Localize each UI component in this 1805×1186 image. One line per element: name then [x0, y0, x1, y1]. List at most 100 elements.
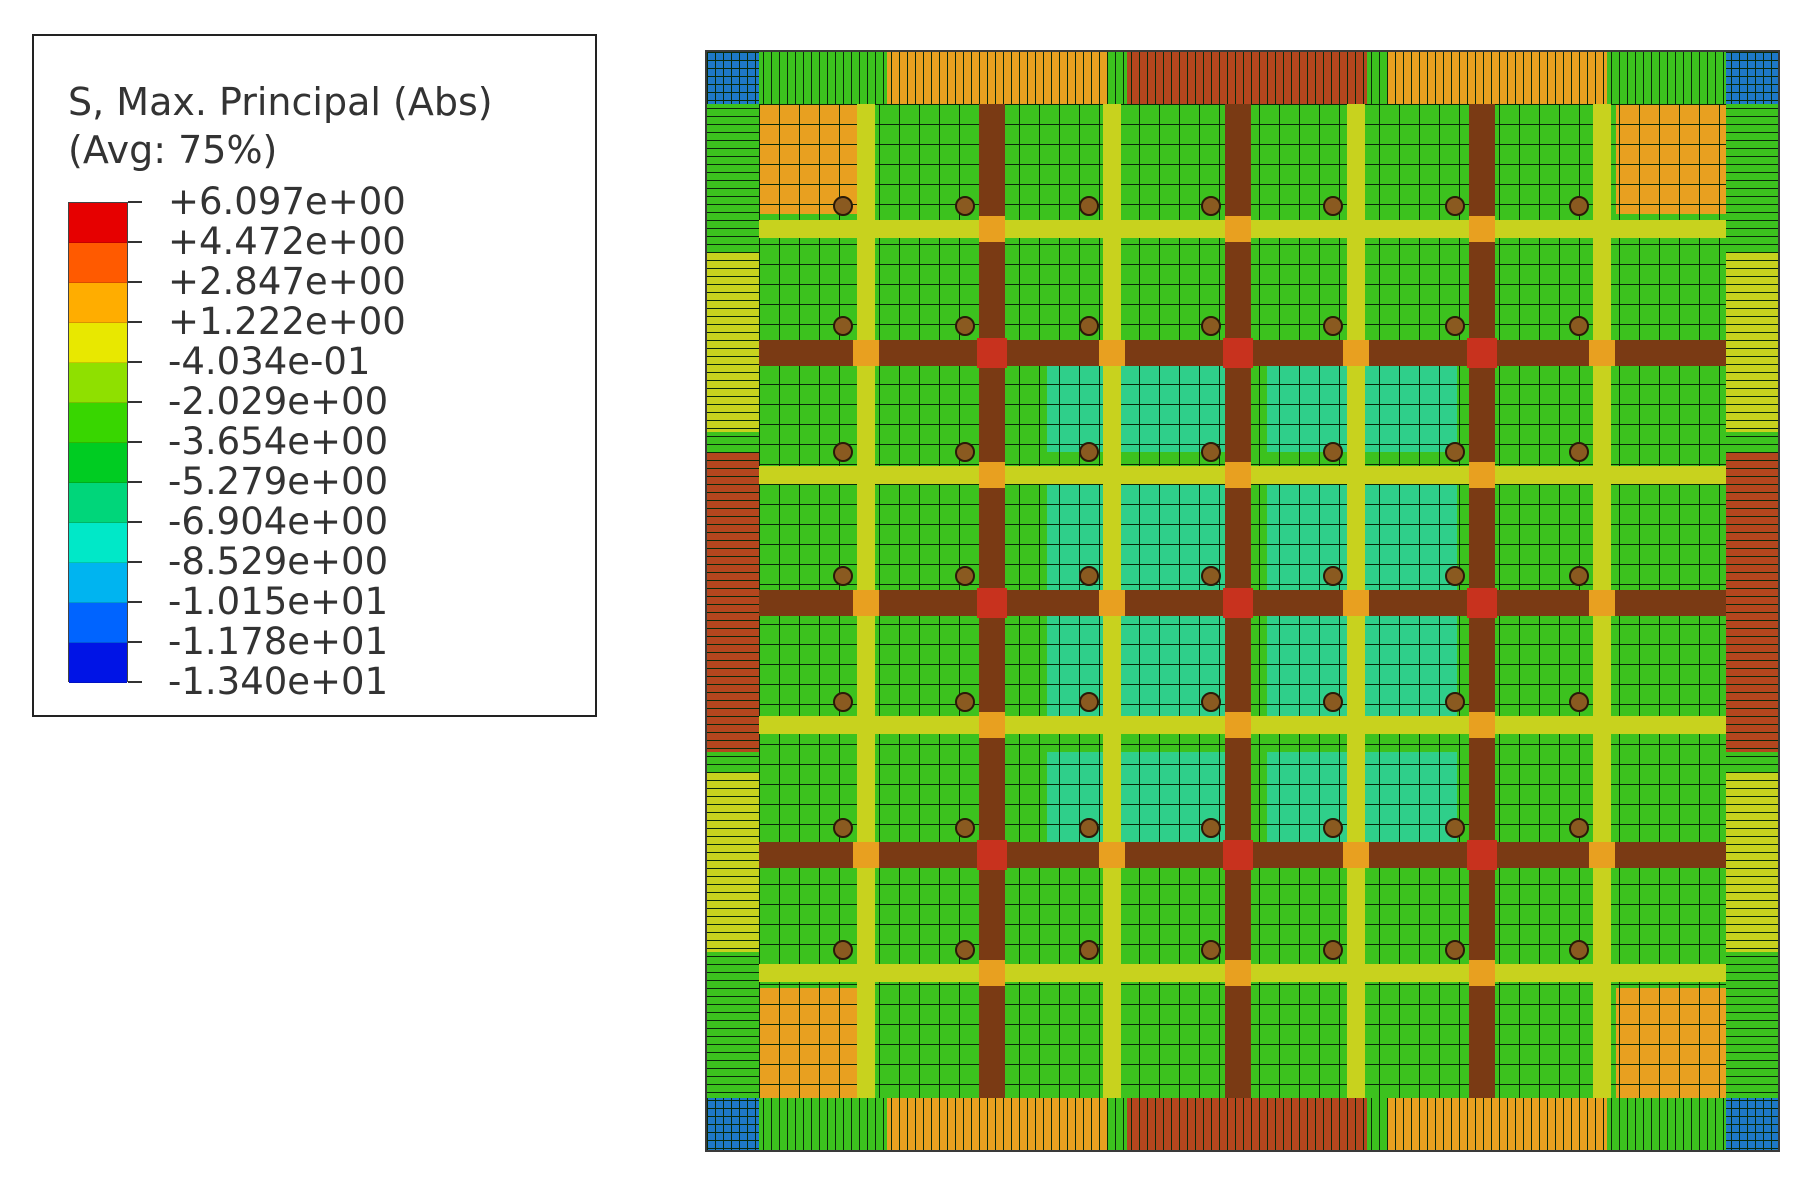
- rim-hatch: [1227, 52, 1228, 104]
- connector-node: [833, 316, 853, 336]
- rim-hatch: [1499, 52, 1500, 104]
- connector-node: [833, 692, 853, 712]
- rim-hatch: [707, 292, 759, 293]
- rim-hatch: [875, 1098, 876, 1150]
- connector-node: [1445, 196, 1465, 216]
- rim-hatch: [1075, 1098, 1076, 1150]
- rim-hatch: [1147, 1098, 1148, 1150]
- rim-hatch: [915, 52, 916, 104]
- beam-joint: [1467, 840, 1497, 870]
- rim-hatch: [707, 612, 759, 613]
- connector-node: [1323, 442, 1343, 462]
- rim-hatch: [707, 684, 759, 685]
- legend-value-label: -2.029e+00: [168, 380, 389, 423]
- rim-hatch: [1475, 52, 1476, 104]
- rim-hatch: [947, 1098, 948, 1150]
- rim-hatch: [731, 1098, 732, 1150]
- rim-hatch: [1099, 1098, 1100, 1150]
- rib-joint: [1225, 712, 1251, 738]
- rim-hatch: [1091, 1098, 1092, 1150]
- rim-hatch: [1315, 1098, 1316, 1150]
- connector-node: [1201, 316, 1221, 336]
- rim-hatch: [707, 228, 759, 229]
- rim-hatch: [707, 132, 759, 133]
- rim-hatch: [1726, 964, 1778, 965]
- rim-hatch: [1443, 52, 1444, 104]
- inner-corner-warm: [759, 104, 869, 214]
- rim-hatch: [1243, 1098, 1244, 1150]
- rib-joint: [1099, 842, 1125, 868]
- legend-tick: [128, 641, 142, 643]
- rim-hatch: [859, 1098, 860, 1150]
- rim-hatch: [1179, 1098, 1180, 1150]
- connector-node: [1201, 940, 1221, 960]
- rim-hatch: [1726, 532, 1778, 533]
- rim-hatch: [1726, 636, 1778, 637]
- legend-swatch: [69, 603, 127, 643]
- rim-hatch: [1726, 940, 1778, 941]
- rim-hatch: [707, 364, 759, 365]
- rim-hatch: [707, 980, 759, 981]
- rim-hatch: [707, 556, 759, 557]
- rib-joint: [1343, 340, 1369, 366]
- rim-hatch: [1726, 148, 1778, 149]
- rim-hatch: [707, 580, 759, 581]
- rim-hatch: [1291, 1098, 1292, 1150]
- rim-hatch: [803, 1098, 804, 1150]
- legend-tick: [128, 361, 142, 363]
- edge-hot-top: [1127, 52, 1367, 104]
- connector-node: [1323, 940, 1343, 960]
- legend-swatch: [69, 243, 127, 283]
- rim-hatch: [1726, 668, 1778, 669]
- legend-subtitle: (Avg: 75%): [68, 128, 278, 172]
- rib-joint: [853, 842, 879, 868]
- rim-hatch: [707, 644, 759, 645]
- rim-hatch: [1491, 1098, 1492, 1150]
- rim-hatch: [707, 476, 759, 477]
- rim-hatch: [1579, 1098, 1580, 1150]
- corner-cool-zone: [1726, 52, 1778, 104]
- rim-hatch: [707, 284, 759, 285]
- rim-hatch: [1091, 52, 1092, 104]
- rim-hatch: [707, 636, 759, 637]
- rim-hatch: [1726, 548, 1778, 549]
- contour-plot-viewport[interactable]: [705, 50, 1780, 1152]
- rim-hatch: [1467, 52, 1468, 104]
- rim-hatch: [1131, 1098, 1132, 1150]
- rim-hatch: [707, 548, 759, 549]
- connector-node: [1201, 818, 1221, 838]
- rim-hatch: [755, 52, 756, 104]
- rim-hatch: [1427, 1098, 1428, 1150]
- rim-hatch: [1107, 52, 1108, 104]
- rim-hatch: [1243, 52, 1244, 104]
- rim-hatch: [1726, 236, 1778, 237]
- rim-hatch: [1726, 1036, 1778, 1037]
- rim-hatch: [1726, 212, 1778, 213]
- rim-hatch: [1726, 452, 1778, 453]
- rim-hatch: [1267, 52, 1268, 104]
- connector-node: [1569, 940, 1589, 960]
- rim-hatch: [1726, 172, 1778, 173]
- rim-hatch: [707, 188, 759, 189]
- connector-node: [955, 316, 975, 336]
- rim-hatch: [1419, 1098, 1420, 1150]
- connector-node: [833, 566, 853, 586]
- rim-hatch: [1726, 852, 1778, 853]
- rim-hatch: [1726, 692, 1778, 693]
- corner-cool-zone: [707, 52, 759, 104]
- rim-hatch: [1726, 460, 1778, 461]
- rim-hatch: [1726, 1044, 1778, 1045]
- rim-hatch: [1467, 1098, 1468, 1150]
- rim-hatch: [867, 52, 868, 104]
- rim-hatch: [1531, 52, 1532, 104]
- rib-joint: [1589, 590, 1615, 616]
- rim-hatch: [1059, 1098, 1060, 1150]
- rim-hatch: [1155, 52, 1156, 104]
- rim-hatch: [1635, 52, 1636, 104]
- rim-hatch: [1726, 260, 1778, 261]
- rim-hatch: [1259, 1098, 1260, 1150]
- rim-hatch: [1726, 676, 1778, 677]
- rim-hatch: [1523, 52, 1524, 104]
- rim-hatch: [1726, 124, 1778, 125]
- rim-hatch: [1726, 820, 1778, 821]
